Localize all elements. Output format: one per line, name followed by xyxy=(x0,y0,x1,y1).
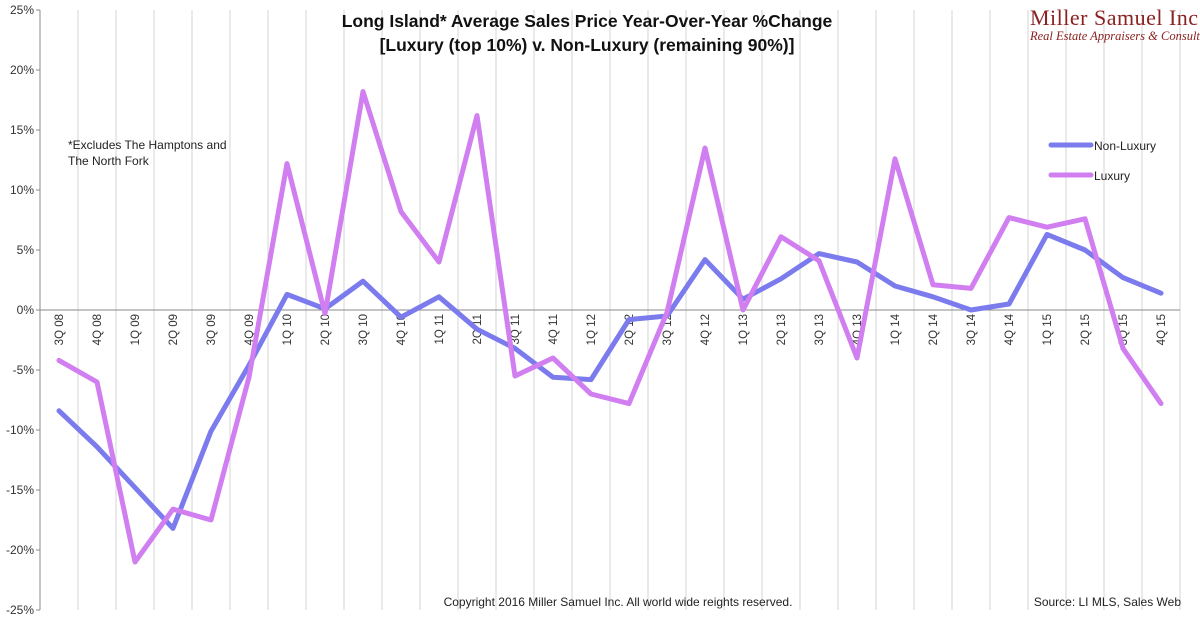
x-tick-label: 4Q 09 xyxy=(244,314,256,345)
x-tick-label: 3Q 10 xyxy=(358,314,370,345)
x-tick-label: 3Q 11 xyxy=(510,314,522,344)
x-tick-labels: 3Q 08 4Q 08 1Q 09 2Q 09 3Q 09 4Q 09 1Q 10 2Q 10… xyxy=(54,313,1168,345)
y-tick-label: 15% xyxy=(10,123,34,137)
x-tick-label: 1Q 11 xyxy=(434,314,446,344)
x-tick-label: 3Q 08 xyxy=(54,314,66,345)
source-text: Source: LI MLS, Sales Web xyxy=(1034,595,1182,609)
series-line-luxury xyxy=(56,89,1164,565)
annotation-line-2: The North Fork xyxy=(68,154,150,168)
y-tick-label: -10% xyxy=(6,423,34,437)
x-tick-label: 4Q 10 xyxy=(396,314,408,345)
chart-subtitle: [Luxury (top 10%) v. Non-Luxury (remaini… xyxy=(380,35,795,55)
x-tick-label: 2Q 15 xyxy=(1080,314,1092,345)
brand-tagline: Real Estate Appraisers & Consultants xyxy=(1029,29,1200,43)
x-tick-label: 4Q 11 xyxy=(548,314,560,344)
x-tick-label: 4Q 15 xyxy=(1156,314,1168,345)
x-tick-label: 4Q 14 xyxy=(1004,313,1016,345)
chart-title: Long Island* Average Sales Price Year-Ov… xyxy=(342,11,833,31)
x-tick-label: 2Q 09 xyxy=(168,314,180,345)
x-tick-label: 1Q 09 xyxy=(130,314,142,345)
x-tick-label: 1Q 12 xyxy=(586,314,598,345)
x-tick-label: 1Q 10 xyxy=(282,314,294,345)
y-tick-label: -15% xyxy=(6,483,34,497)
x-tick-label: 1Q 14 xyxy=(890,313,902,345)
y-tick-labels: -25% -20% -15% -10% -5% 0% 5% 10% 15% 20% 25% xyxy=(6,3,40,617)
x-tick-label: 2Q 13 xyxy=(776,314,788,345)
copyright-text: Copyright 2016 Miller Samuel Inc. All wo… xyxy=(444,595,793,609)
x-tick-label: 3Q 09 xyxy=(206,314,218,345)
y-tick-label: -20% xyxy=(6,543,34,557)
x-tick-label: 4Q 12 xyxy=(700,314,712,345)
x-tick-label: 1Q 13 xyxy=(738,314,750,345)
y-tick-label: 25% xyxy=(10,3,34,17)
x-tick-label: 2Q 10 xyxy=(320,314,332,345)
y-tick-label: -25% xyxy=(6,603,34,617)
x-tick-label: 3Q 13 xyxy=(814,314,826,345)
y-tick-label: 10% xyxy=(10,183,34,197)
series-line-non-luxury xyxy=(56,231,1164,531)
y-tick-label: -5% xyxy=(13,363,35,377)
legend-label-non-luxury: Non-Luxury xyxy=(1094,139,1156,153)
brand-logo: Miller Samuel Inc. Real Estate Appraiser… xyxy=(1029,5,1200,43)
x-tick-label: 4Q 08 xyxy=(92,314,104,345)
annotation-line-1: *Excludes The Hamptons and xyxy=(68,138,227,152)
x-tick-label: 3Q 14 xyxy=(966,313,978,345)
legend-label-luxury: Luxury xyxy=(1094,169,1130,183)
series-lines xyxy=(56,89,1164,565)
y-tick-label: 5% xyxy=(17,243,35,257)
y-tick-label: 0% xyxy=(17,303,35,317)
x-tick-label: 1Q 15 xyxy=(1042,314,1054,345)
legend: Non-Luxury Luxury xyxy=(1048,139,1156,183)
brand-name: Miller Samuel Inc. xyxy=(1030,5,1200,30)
x-tick-label: 2Q 14 xyxy=(928,313,940,345)
y-tick-label: 20% xyxy=(10,63,34,77)
